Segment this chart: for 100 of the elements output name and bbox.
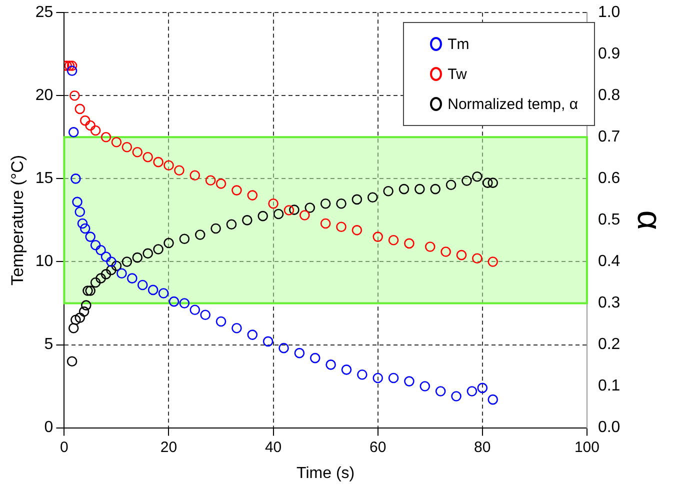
x-tick-label: 0 [60,438,68,456]
legend-label: Normalized temp, α [448,96,578,112]
y2-tick-label: 0.7 [598,128,620,146]
point [153,156,164,168]
point [179,234,190,244]
point [85,120,96,131]
point [451,391,462,402]
point [148,284,158,296]
point [80,115,90,126]
point [90,125,101,136]
y2-tick-label: 0.5 [598,212,620,229]
point [70,90,80,101]
point [74,104,86,114]
point [310,352,320,364]
point [398,184,410,194]
point [446,180,456,190]
point [216,178,226,189]
point [82,286,93,296]
point [200,310,210,320]
point [388,372,399,384]
y2-tick-label: 0.2 [598,336,620,354]
point [466,386,478,396]
point [320,218,331,229]
point [81,300,92,310]
point [278,342,289,354]
point [164,160,174,171]
point [194,230,206,240]
point [77,218,88,229]
point [284,205,294,216]
legend-label: Tm [448,36,470,52]
point [488,256,498,267]
point [304,202,316,213]
point [352,194,362,205]
point [352,225,362,236]
point [127,273,138,284]
point [205,175,216,186]
point [111,260,122,272]
y2-tick-label: 0.4 [598,253,620,270]
point [258,210,268,222]
point [70,314,81,325]
y-tick-label: 25 [35,4,54,22]
point [153,244,164,254]
point [96,273,106,284]
point [388,234,399,246]
point [456,250,467,260]
point [179,298,190,308]
point [247,190,258,200]
y-tick-label: 5 [44,336,54,354]
point [367,192,378,203]
point [477,382,488,394]
point [210,223,221,234]
point [226,219,237,230]
y2-tick-label: 0.3 [598,294,620,312]
point [174,165,184,176]
y-tick-label: 20 [35,87,54,104]
point [111,136,122,148]
point [168,296,180,307]
point [336,222,346,232]
point [488,394,498,405]
point [100,132,112,142]
point [90,240,101,250]
y2-tick-label: 1.0 [598,4,620,22]
point [142,152,153,162]
point [137,280,148,290]
point [116,268,127,278]
point [472,171,482,182]
point [74,312,86,323]
point [72,196,82,208]
point [100,252,112,262]
point [90,277,101,288]
point [85,286,96,296]
point [472,253,482,264]
point [190,304,200,316]
point [190,170,200,181]
point [66,66,78,76]
point [232,185,242,196]
point [341,364,352,375]
point [106,256,116,267]
point [122,142,132,152]
point [158,288,169,298]
point [247,330,258,340]
y2-tick-label: 0.8 [598,87,620,104]
legend-label: Tw [448,66,467,82]
point [268,198,278,209]
point [68,323,79,334]
point [66,356,78,367]
x-tick-label: 40 [264,438,282,456]
point [164,238,174,248]
point [357,370,368,380]
point [262,336,274,347]
point [482,178,493,188]
point [100,269,112,280]
point [216,316,226,327]
point [420,381,430,392]
point [74,206,86,218]
point [232,323,242,334]
y-axis-title: Temperature (°C) [8,154,27,286]
point [372,372,384,384]
point [106,264,116,276]
point [404,238,414,249]
